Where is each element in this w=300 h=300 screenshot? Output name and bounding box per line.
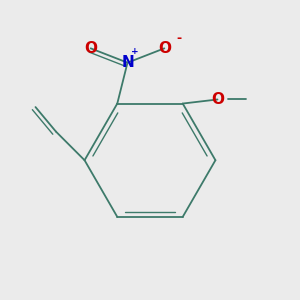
Text: O: O xyxy=(211,92,224,107)
Text: N: N xyxy=(121,55,134,70)
Text: O: O xyxy=(84,41,97,56)
Text: -: - xyxy=(176,32,181,45)
Text: +: + xyxy=(131,47,139,56)
Text: O: O xyxy=(158,41,171,56)
